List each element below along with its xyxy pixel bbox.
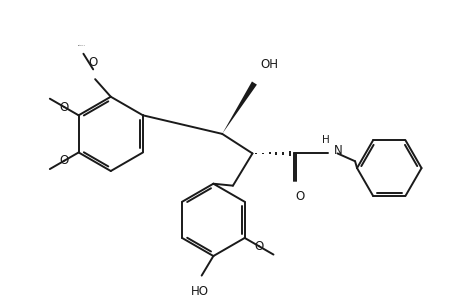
Text: methoxy-3: methoxy-3 [78,45,85,46]
Text: O: O [60,154,69,167]
Text: HO: HO [190,285,208,298]
Text: O: O [89,56,98,69]
Text: OH: OH [260,58,278,71]
Text: O: O [295,190,304,202]
Polygon shape [222,82,256,134]
Text: O: O [60,100,69,113]
Text: N: N [333,144,341,157]
Text: O: O [254,240,263,253]
Text: H: H [321,135,329,145]
